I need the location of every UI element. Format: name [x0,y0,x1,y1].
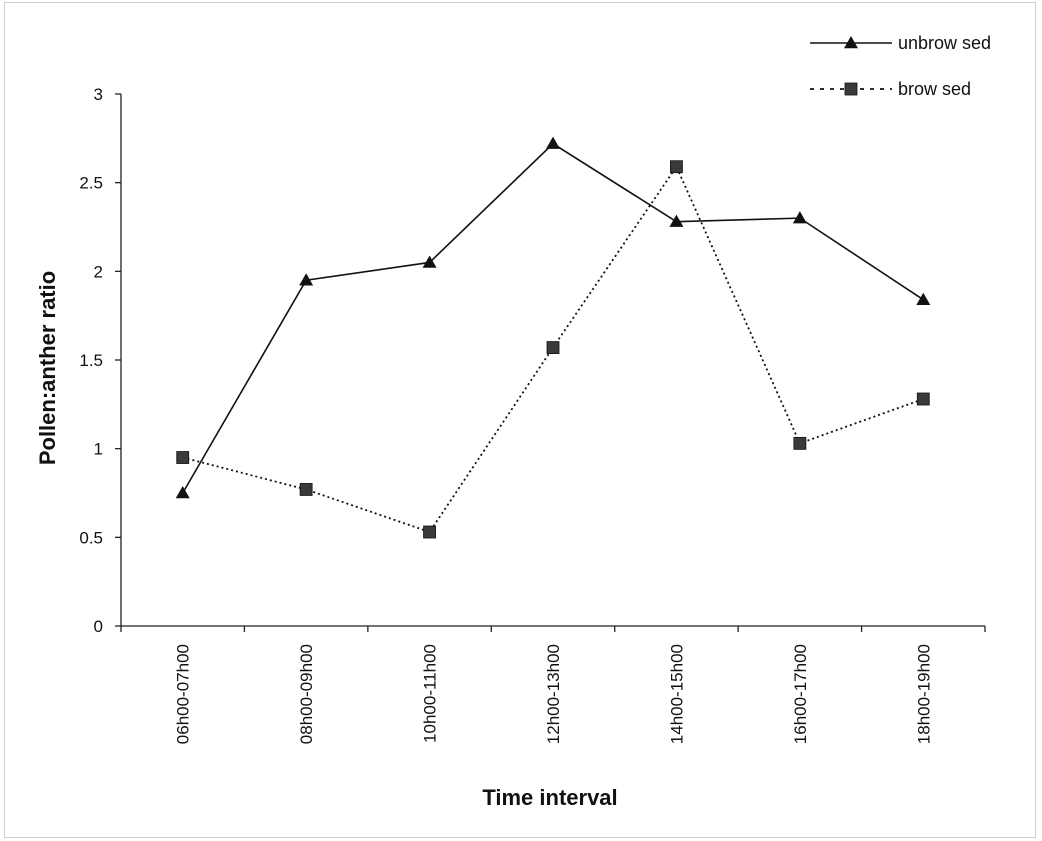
x-axis-title: Time interval [482,785,617,810]
data-point-marker [546,341,560,354]
data-point-marker [792,211,807,224]
y-tick-label: 0.5 [79,528,103,547]
y-tick-label: 1 [94,440,103,459]
y-tick-label: 1.5 [79,351,103,370]
data-point-marker [793,436,807,450]
series-line [182,142,924,494]
legend: unbrow sed brow sed [810,33,991,99]
x-tick-label: 06h00-07h00 [174,644,193,744]
data-point-marker [670,160,683,174]
y-tick-label: 2.5 [79,174,103,193]
y-tick-label: 3 [94,85,103,104]
data-point-marker [299,273,314,286]
x-tick-label: 12h00-13h00 [544,644,563,744]
series-unbrowsed [175,136,931,499]
legend-label: unbrow sed [898,33,991,53]
y-tick-label: 0 [94,617,103,636]
x-tick-label: 18h00-19h00 [914,644,933,744]
series-layer [175,136,931,539]
y-tick-label: 2 [94,262,103,281]
data-point-marker [422,255,437,268]
x-tick-label: 14h00-15h00 [667,644,686,744]
y-axis-title: Pollen:anther ratio [35,271,60,465]
legend-marker [844,36,858,49]
data-point-marker [175,486,190,499]
data-point-marker [299,483,313,496]
legend-item: unbrow sed [810,33,991,53]
data-point-marker [916,292,931,305]
legend-item: brow sed [810,79,971,99]
data-point-marker [176,451,190,464]
x-axis: 06h00-07h00 08h00-09h00 10h00-11h00 12h00-1… [120,625,986,744]
x-tick-label: 10h00-11h00 [421,644,440,743]
data-point-marker [546,136,560,149]
y-axis: 0 0.5 1 1.5 2 2.5 3 [79,85,122,636]
data-point-marker [669,214,684,227]
legend-label: brow sed [898,79,971,99]
legend-marker [844,82,858,96]
data-point-marker [423,525,436,539]
series-browsed [176,160,930,539]
x-tick-label: 16h00-17h00 [791,644,810,744]
data-point-marker [916,392,930,406]
x-tick-label: 08h00-09h00 [297,644,316,744]
